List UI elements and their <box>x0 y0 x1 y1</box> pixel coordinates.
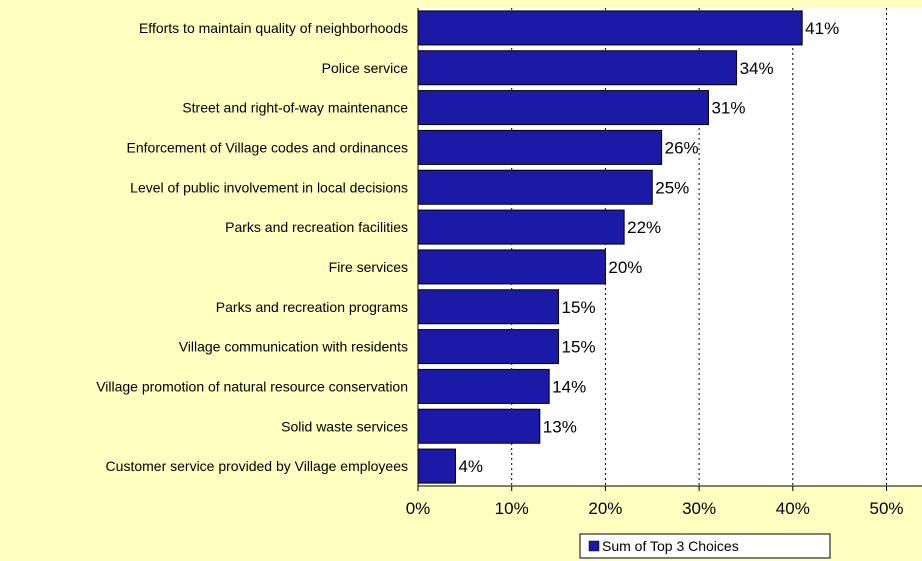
data-label: 22% <box>627 218 661 237</box>
tick-label: 20% <box>588 499 622 518</box>
category-label: Fire services <box>329 259 408 275</box>
legend-label: Sum of Top 3 Choices <box>602 538 739 554</box>
category-label: Level of public involvement in local dec… <box>130 179 408 195</box>
category-label: Police service <box>322 60 409 76</box>
category-label: Customer service provided by Village emp… <box>106 458 408 474</box>
legend-box <box>579 533 831 559</box>
bar <box>417 50 738 86</box>
bar <box>417 448 456 484</box>
bar <box>417 289 560 325</box>
data-label: 25% <box>655 178 689 197</box>
category-label: Efforts to maintain quality of neighborh… <box>139 20 408 36</box>
tick-label: 10% <box>495 499 529 518</box>
category-label: Village promotion of natural resource co… <box>96 378 408 394</box>
bars <box>417 10 803 484</box>
category-label: Parks and recreation facilities <box>225 219 408 235</box>
bar <box>417 169 653 205</box>
category-labels: Efforts to maintain quality of neighborh… <box>96 20 408 474</box>
category-label: Street and right-of-way maintenance <box>182 100 408 116</box>
data-label: 26% <box>665 138 699 157</box>
bar <box>417 10 803 46</box>
data-labels: 41% 34% 31% 26% 25% 22% 20% 15% 15% 14% 13% 4% <box>458 19 839 476</box>
data-label: 15% <box>562 298 596 317</box>
data-label: 34% <box>740 59 774 78</box>
bar <box>417 329 560 365</box>
bar <box>417 209 625 245</box>
data-label: 4% <box>458 457 483 476</box>
category-label: Village communication with residents <box>179 339 408 355</box>
tick-label: 50% <box>869 499 903 518</box>
data-label: 20% <box>608 258 642 277</box>
bar <box>417 90 709 126</box>
legend-swatch <box>588 540 600 552</box>
plot-area <box>418 8 922 486</box>
tick-label: 30% <box>682 499 716 518</box>
bar <box>417 368 550 404</box>
data-label: 41% <box>805 19 839 38</box>
category-label: Enforcement of Village codes and ordinan… <box>127 139 408 155</box>
bar <box>417 249 606 285</box>
data-label: 14% <box>552 377 586 396</box>
category-label: Parks and recreation programs <box>216 299 408 315</box>
x-axis-ticks: 0% 10% 20% 30% 40% 50% <box>406 486 904 518</box>
bar <box>417 129 663 165</box>
data-label: 13% <box>543 417 577 436</box>
data-label: 15% <box>562 338 596 357</box>
bar <box>417 408 541 444</box>
tick-label: 0% <box>406 499 431 518</box>
legend: Sum of Top 3 Choices <box>579 533 831 559</box>
category-label: Solid waste services <box>281 418 408 434</box>
data-label: 31% <box>711 99 745 118</box>
tick-label: 40% <box>776 499 810 518</box>
